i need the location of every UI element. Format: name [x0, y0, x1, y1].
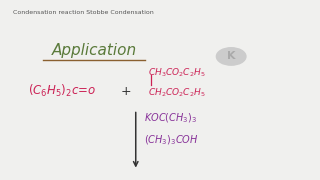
Text: K: K	[227, 51, 236, 61]
Circle shape	[216, 48, 246, 65]
Text: $(C_6H_5)_2$c=o: $(C_6H_5)_2$c=o	[28, 83, 96, 99]
Text: $CH_3CO_2C_2H_5$: $CH_3CO_2C_2H_5$	[148, 66, 205, 78]
Text: $CH_2CO_2C_2H_5$: $CH_2CO_2C_2H_5$	[148, 87, 205, 99]
Text: KOC$(CH_3)_3$: KOC$(CH_3)_3$	[144, 111, 197, 125]
Text: Condensation reaction Stobbe Condensation: Condensation reaction Stobbe Condensatio…	[13, 10, 154, 15]
Text: +: +	[121, 85, 132, 98]
Text: $(CH_3)_3$COH: $(CH_3)_3$COH	[144, 134, 198, 147]
Text: Application: Application	[52, 43, 137, 58]
